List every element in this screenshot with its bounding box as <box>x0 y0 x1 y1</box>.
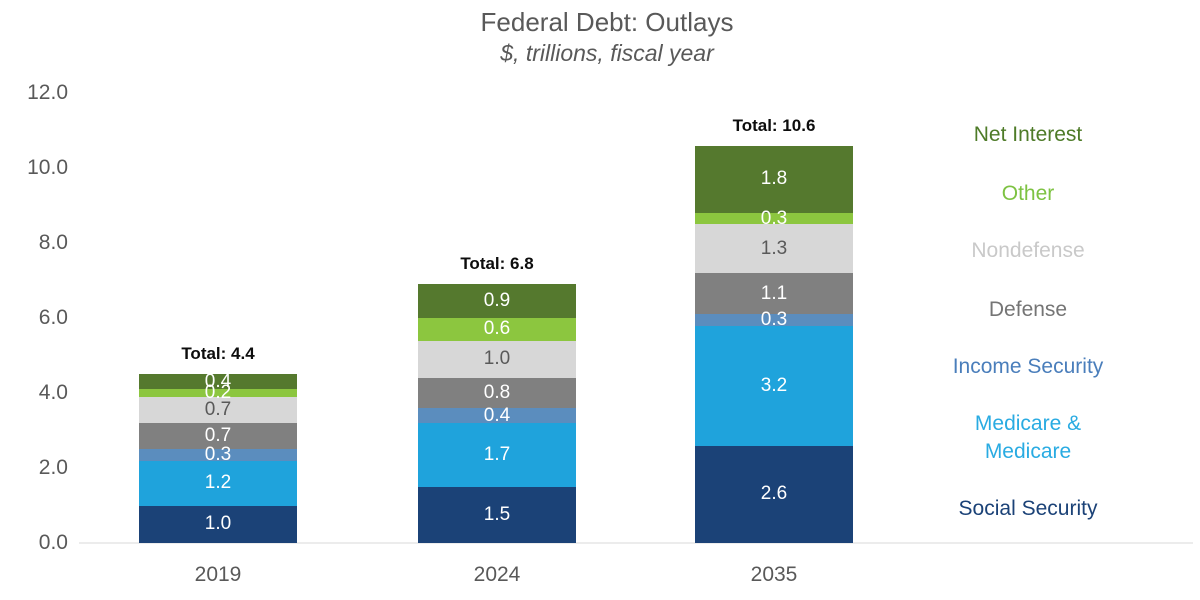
bar-value-label: 0.7 <box>204 398 232 420</box>
bar-segment <box>695 325 853 446</box>
x-tick-label: 2019 <box>194 563 242 586</box>
x-tick-label: 2024 <box>473 563 521 586</box>
bar-segment <box>418 423 576 487</box>
legend-item-line: Medicare <box>984 440 1072 463</box>
bar-value-label: 1.0 <box>483 348 511 370</box>
legend-item-line: Other <box>1001 182 1055 205</box>
bar-total-label: Total: 4.4 <box>181 344 255 364</box>
y-tick-label: 10.0 <box>27 156 68 179</box>
bar-segment <box>695 445 853 543</box>
bar-segment <box>418 340 576 378</box>
legend-item: Nondefense <box>971 237 1084 265</box>
legend-item: Social Security <box>959 495 1098 523</box>
legend-item-line: Medicare & <box>974 412 1082 435</box>
bar-value-label: 2.6 <box>760 483 788 505</box>
bar-total-label: Total: 6.8 <box>460 254 534 274</box>
bar-segment <box>695 314 853 326</box>
legend-item-line: Net Interest <box>973 123 1083 146</box>
bar-segment <box>139 389 297 397</box>
bar-value-label: 1.2 <box>204 472 232 493</box>
y-tick-label: 0.0 <box>38 531 68 554</box>
bar-segment <box>139 423 297 450</box>
bar-value-label: 0.4 <box>483 404 511 426</box>
bar-value-label: 0.3 <box>760 207 788 229</box>
bar-segment <box>418 486 576 543</box>
bar-segment <box>139 460 297 506</box>
legend-item: Medicare & Medicare <box>975 410 1081 466</box>
x-tick-label: 2035 <box>750 563 798 586</box>
legend-item: Net Interest <box>974 121 1083 149</box>
x-axis-line <box>79 542 1193 544</box>
legend-item-line: Social Security <box>958 497 1098 520</box>
bar-segment <box>695 273 853 315</box>
bar-value-label: 1.0 <box>204 513 232 535</box>
bar-value-label: 0.2 <box>204 382 232 403</box>
bar-value-label: 0.4 <box>204 370 232 392</box>
bar-value-label: 0.9 <box>483 290 511 312</box>
legend-item: Income Security <box>953 353 1104 381</box>
bar-value-label: 0.7 <box>204 425 232 447</box>
bar-value-label: 1.1 <box>760 282 788 304</box>
bar-value-label: 0.8 <box>483 382 511 403</box>
y-tick-label: 4.0 <box>38 381 68 404</box>
bar-value-label: 1.5 <box>483 503 511 525</box>
legend-item-line: Defense <box>988 298 1068 321</box>
bar-segment <box>139 449 297 461</box>
bar-value-label: 1.8 <box>760 168 788 190</box>
y-tick-label: 8.0 <box>38 231 68 254</box>
bar-segment <box>695 145 853 213</box>
legend-item-line: Nondefense <box>971 239 1085 262</box>
bar-value-label: 0.3 <box>760 308 788 330</box>
bar-segment <box>695 224 853 273</box>
bar-segment <box>139 396 297 423</box>
bar-value-label: 1.3 <box>760 237 788 259</box>
legend-item: Other <box>1002 180 1055 208</box>
bar-segment <box>695 213 853 225</box>
bar-segment <box>418 284 576 318</box>
bar-value-label: 3.2 <box>760 374 788 396</box>
chart-subtitle: $, trillions, fiscal year <box>500 40 714 66</box>
bar-segment <box>139 374 297 390</box>
bar-value-label: 0.3 <box>204 443 232 465</box>
y-tick-label: 6.0 <box>38 306 68 329</box>
y-tick-label: 2.0 <box>38 456 68 479</box>
bar-segment <box>418 318 576 341</box>
bar-segment <box>418 378 576 408</box>
bar-total-label: Total: 10.6 <box>732 115 816 135</box>
chart-title: Federal Debt: Outlays <box>480 7 734 37</box>
y-tick-label: 12.0 <box>27 81 68 104</box>
bar-segment <box>418 408 576 423</box>
bar-value-label: 1.7 <box>483 443 511 465</box>
bar-segment <box>139 505 297 543</box>
bar-value-label: 0.6 <box>483 318 511 340</box>
legend-item: Defense <box>989 296 1067 324</box>
legend-item-line: Income Security <box>952 355 1104 378</box>
